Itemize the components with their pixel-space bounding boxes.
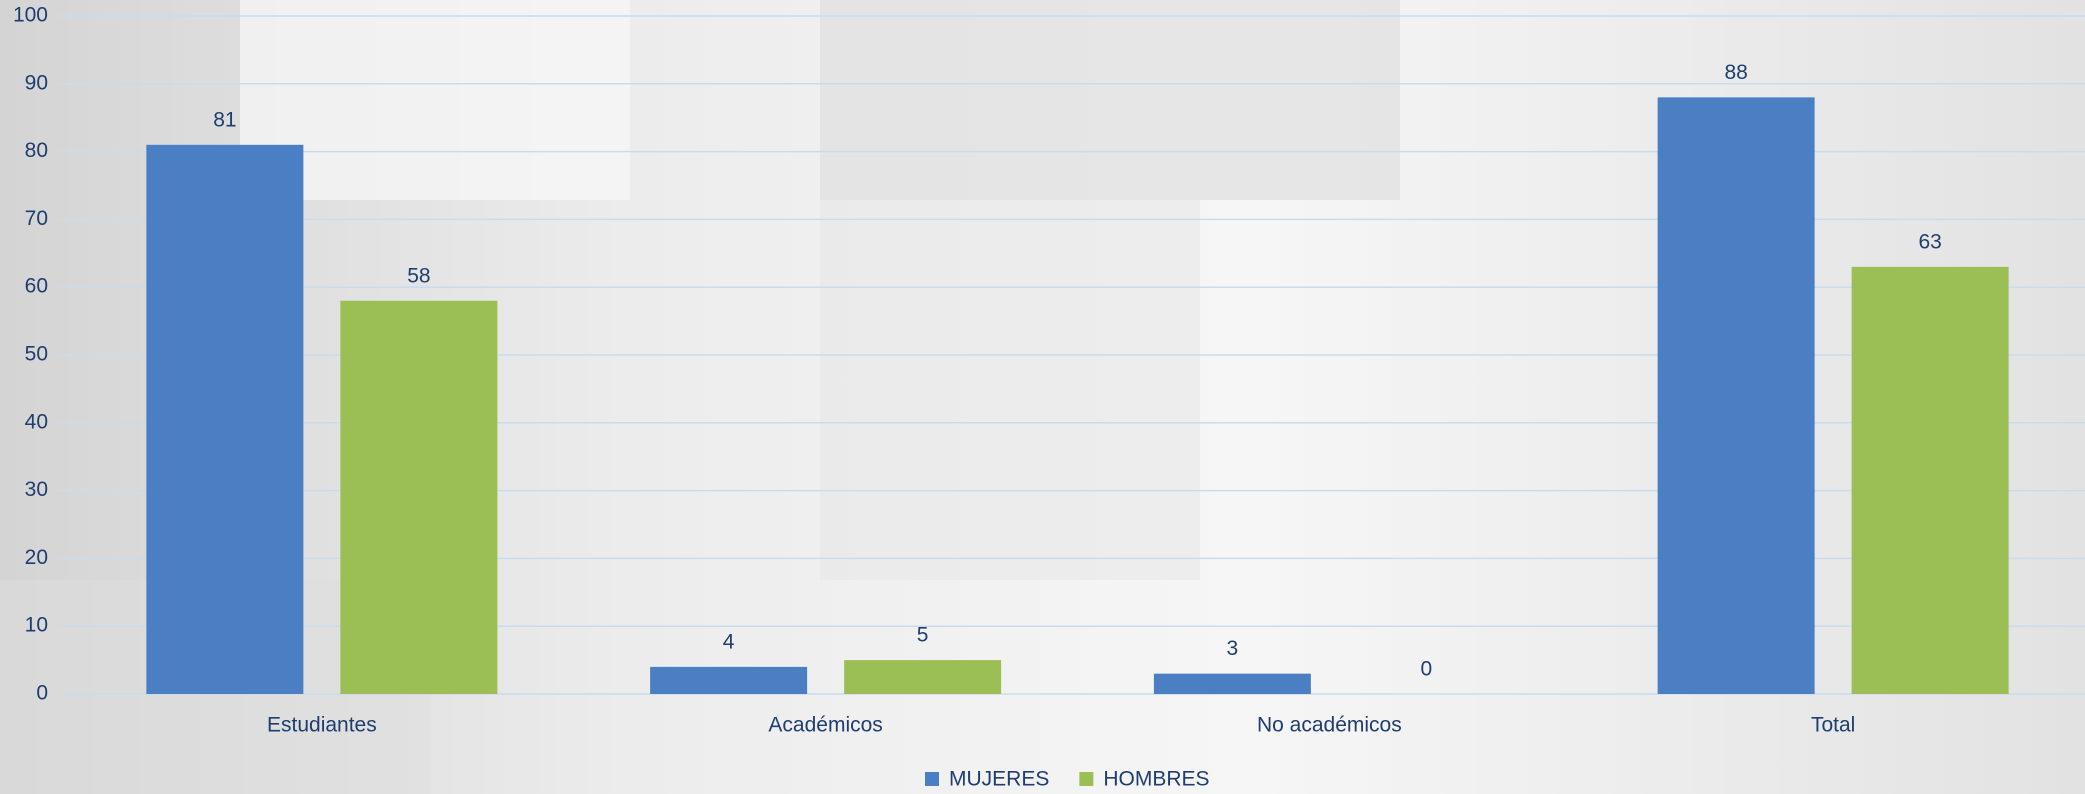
bar [146,144,304,694]
bar [1657,97,1815,695]
legend-label: MUJERES [949,768,1049,791]
y-tick-label: 60 [25,275,48,298]
bar [844,660,1002,694]
bar [650,666,808,694]
data-label: 88 [1724,61,1747,84]
data-label: 63 [1918,230,1941,253]
data-label: 58 [407,264,430,287]
bar [1851,266,2009,694]
x-tick-label: Total [1811,714,1855,737]
background-panel [820,0,1400,200]
data-label: 0 [1421,658,1433,681]
y-tick-label: 30 [25,478,48,501]
x-tick-label: No académicos [1257,714,1402,737]
background-panel [820,200,1200,580]
data-label: 5 [917,624,929,647]
background-panel [240,0,630,200]
legend-label: HOMBRES [1103,768,1209,791]
bar [1153,673,1311,694]
bar [340,300,498,694]
y-tick-label: 10 [25,614,48,637]
data-label: 3 [1227,637,1239,660]
data-label: 81 [213,108,236,131]
y-tick-label: 0 [36,682,48,705]
x-tick-label: Estudiantes [267,714,377,737]
data-label: 4 [723,630,735,653]
legend-swatch [1079,772,1094,786]
y-tick-label: 50 [25,343,48,366]
y-tick-label: 40 [25,410,48,433]
y-tick-label: 70 [25,207,48,230]
y-tick-label: 20 [25,546,48,569]
legend-swatch [925,772,939,786]
y-tick-label: 100 [13,4,48,27]
x-tick-label: Académicos [768,714,882,737]
y-tick-label: 80 [25,139,48,162]
y-tick-label: 90 [25,71,48,94]
